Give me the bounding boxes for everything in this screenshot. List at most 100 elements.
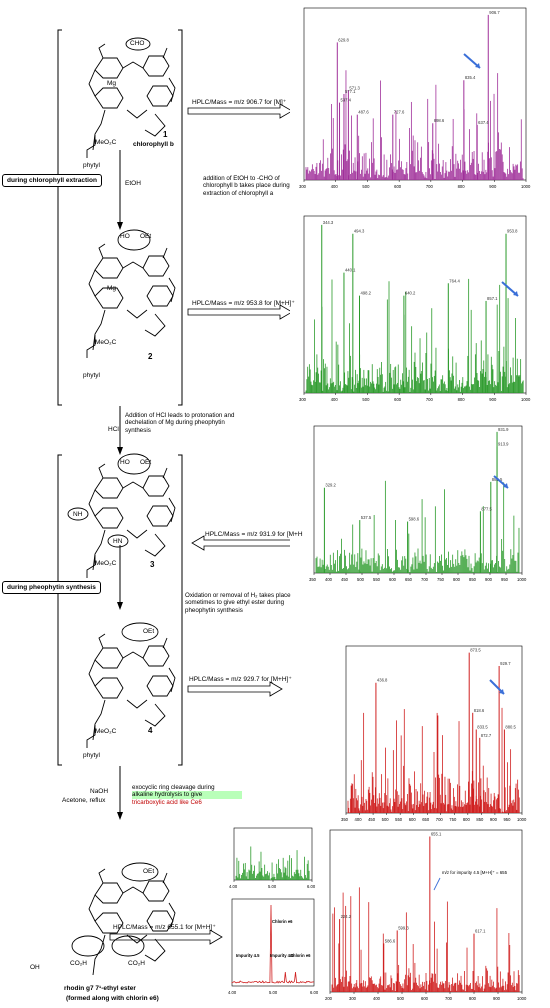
annotation-pointer	[433, 877, 441, 891]
cho-label: CHO	[130, 40, 145, 47]
highlight-arrowhead	[499, 689, 504, 694]
chromatogram-peak-label: Chlorin e6	[272, 919, 293, 924]
plot-frame	[313, 425, 523, 574]
acetone-label: Acetone, reflux	[62, 797, 106, 804]
hplc-label-5: HPLC/Mass = m/z 655.1 for [M+H]⁺	[113, 924, 216, 931]
x-tick-label: 700	[426, 397, 434, 402]
peak-label: 877.5	[481, 506, 492, 511]
phytyl-label-4: phytyl	[83, 752, 100, 759]
x-tick-label: 400	[325, 577, 333, 582]
x-tick-label: 500	[362, 184, 370, 189]
x-tick-label: 600	[421, 996, 429, 1001]
peak-label: 857.1	[487, 296, 498, 301]
rhodin-title: rhodin g7 7¹-ethyl ester	[64, 985, 136, 992]
peak-label: 833.5	[477, 725, 488, 730]
x-tick-label: 450	[368, 817, 376, 822]
x-tick-label: 600	[394, 397, 402, 402]
highlight-arrowhead	[503, 483, 508, 488]
x-tick-label: 900	[489, 397, 497, 402]
x-tick-label: 350	[309, 577, 317, 582]
x-tick-label: 750	[449, 817, 457, 822]
note-hcl-addition: Addition of HCl leads to protonation and…	[125, 412, 235, 434]
peak-label: 577.1	[345, 89, 356, 94]
peak-label: 727.6	[394, 110, 405, 115]
highlight-arrowhead	[475, 63, 480, 68]
peak-label: 440.1	[345, 268, 356, 273]
peak-label: 494.3	[354, 229, 365, 234]
peak-label: 929.7	[500, 661, 511, 666]
x-tick-label: 1000	[521, 184, 531, 189]
peak-label: 436.8	[377, 678, 388, 683]
mg-label-1: Mg	[107, 80, 117, 87]
x-tick-label: 300	[349, 996, 357, 1001]
x-tick-label: 600	[409, 817, 417, 822]
x-tick-label: 500	[362, 397, 370, 402]
x-tick-label: 300	[299, 397, 307, 402]
peak-label: 913.9	[498, 442, 509, 447]
mass-spectrum-4: 873.5 436.8 929.7 818.6 833.5 872.7 880.5 350 40…	[341, 645, 527, 822]
mass-spectrum-1: 906.7 629.8 835.4 577.1 537.4 487.6 727.6 698.6…	[299, 7, 531, 189]
x-tick-label: 800	[453, 577, 461, 582]
mg-label-2: Mg	[107, 285, 117, 292]
co2h-label-b: CO₂H	[70, 960, 87, 967]
oet-label-b: OEt	[140, 459, 152, 466]
mass-spectrum-5: 655.1 224.2 599.3 617.1 586.6 200 300 400 500 600…	[325, 829, 527, 1001]
x-tick-label: 500	[357, 577, 365, 582]
peak-label: 655.1	[431, 831, 442, 836]
peak-label: 873.5	[470, 648, 481, 653]
x-tick-label: 450	[341, 577, 349, 582]
x-tick-label: 350	[341, 817, 349, 822]
hplc-label-4: HPLC/Mass = m/z 929.7 for [M+H]⁺	[189, 676, 292, 683]
x-tick-label: 400	[331, 184, 339, 189]
x-tick-label: 650	[405, 577, 413, 582]
x-tick-label: 700	[421, 577, 429, 582]
oet-label-c: OEt	[143, 628, 155, 635]
x-tick-label: 5.00	[269, 990, 278, 995]
peak-label: 224.2	[341, 914, 352, 919]
peak-label: 764.4	[449, 278, 460, 283]
peak-label: 835.4	[465, 75, 476, 80]
peak-label: 617.1	[475, 929, 486, 934]
compound-number-3: 3	[150, 560, 155, 569]
x-tick-label: 950	[501, 577, 509, 582]
x-tick-label: 1000	[517, 996, 527, 1001]
x-tick-label: 400	[373, 996, 381, 1001]
ho-label-b: HO	[120, 459, 130, 466]
note-exocyclic-cleavage: exocyclic ring cleavage during alkaline …	[132, 784, 242, 806]
peak-label: 629.8	[338, 37, 349, 42]
x-tick-label: 600	[394, 184, 402, 189]
x-tick-label: 1000	[517, 817, 527, 822]
x-tick-label: 800	[469, 996, 477, 1001]
hplc-chromatogram-upper: 4.00 5.00 6.00	[229, 827, 316, 889]
highlight-arrowhead	[513, 291, 518, 296]
peak-label: 487.6	[358, 110, 369, 115]
peak-label: 880.5	[505, 725, 516, 730]
peak-label: 598.6	[409, 517, 420, 522]
x-tick-label: 6.00	[307, 884, 316, 889]
x-tick-label: 850	[476, 817, 484, 822]
peak-label: 931.9	[498, 427, 509, 432]
meo2c-label-1: MeO₂C	[95, 139, 117, 146]
oh-label: OH	[30, 964, 40, 971]
x-tick-label: 800	[458, 397, 466, 402]
x-tick-label: 850	[469, 577, 477, 582]
note-exocyclic-line-2: alkaline hydrolysis to give	[132, 791, 242, 799]
peak-label: 698.6	[434, 118, 445, 123]
during-extraction-box: during chlorophyll extraction	[2, 174, 102, 187]
chromatogram-peak-label: Impurity 4.6	[270, 953, 294, 958]
rhodin-subtitle: (formed along with chlorin e6)	[66, 995, 159, 1002]
ho-label-a: HO	[120, 233, 130, 240]
x-tick-label: 500	[397, 996, 405, 1001]
compound-number-2: 2	[148, 352, 153, 361]
plot-frame	[231, 898, 315, 987]
compound-number-1: 1	[163, 130, 168, 139]
note-exocyclic-line-1: exocyclic ring cleavage during	[132, 784, 215, 791]
x-tick-label: 650	[422, 817, 430, 822]
x-tick-label: 300	[299, 184, 307, 189]
mass-spectrum-2: 953.8 344.3 494.3 764.4 440.1 498.2 640.2 857.1…	[299, 215, 531, 402]
peak-label: 906.7	[489, 10, 500, 15]
naoh-label: NaOH	[90, 788, 109, 795]
x-tick-label: 950	[503, 817, 511, 822]
oet-label-d: OEt	[143, 868, 155, 875]
